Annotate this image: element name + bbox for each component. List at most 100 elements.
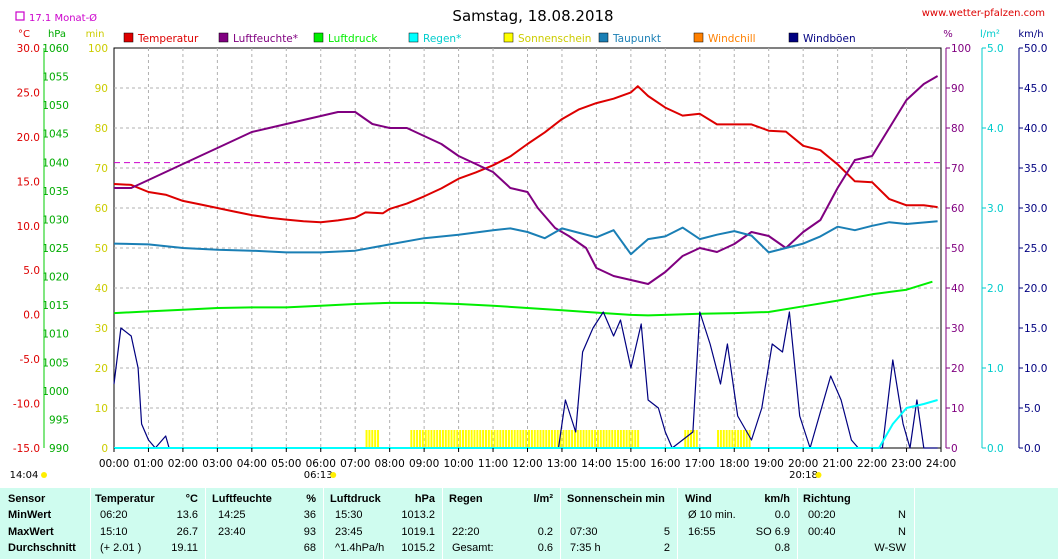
sunshine-bar xyxy=(579,430,582,448)
sunshine-bar xyxy=(739,430,742,448)
sunshine-bar xyxy=(450,430,453,448)
table-header-temp-unit: °C xyxy=(185,493,198,505)
table-divider xyxy=(323,488,324,559)
table-row-label: MinWert xyxy=(8,509,52,521)
temperature-tick-label: 25.0 xyxy=(17,87,40,99)
sun-icon xyxy=(330,472,337,478)
sunshine-bar xyxy=(576,430,579,448)
pressure-tick-label: 1055 xyxy=(42,72,69,84)
humidity-unit-label: % xyxy=(943,29,953,40)
sunshine-tick-label: 10 xyxy=(95,403,108,415)
humidity-tick-label: 90 xyxy=(951,83,964,95)
sunshine-bar xyxy=(427,430,430,448)
temp-value: 26.7 xyxy=(176,526,198,538)
table-header-direction: Richtung xyxy=(803,493,851,505)
sunshine-bar xyxy=(591,430,594,448)
sun-value: 2 xyxy=(663,542,670,554)
hum-time: 14:25 xyxy=(218,509,246,521)
temp-time: 15:10 xyxy=(100,526,128,538)
temperature-tick-label: -5.0 xyxy=(20,354,41,366)
sun-time: 07:30 xyxy=(570,526,598,538)
sunshine-bar xyxy=(496,430,499,448)
humidity-tick-label: 40 xyxy=(951,283,964,295)
sunshine-bar xyxy=(470,430,473,448)
wind-tick-label: 5.0 xyxy=(1024,403,1041,415)
sunshine-bar xyxy=(421,430,424,448)
series-temperatur xyxy=(113,85,938,224)
sunshine-bar xyxy=(608,430,611,448)
rain-time: 22:20 xyxy=(452,526,480,538)
wind-tick-label: 20.0 xyxy=(1024,283,1047,295)
wind-tick-label: 15.0 xyxy=(1024,323,1047,335)
legend-label: Sonnenschein xyxy=(518,33,591,45)
temperature-tick-label: 0.0 xyxy=(23,310,40,322)
pressure-tick-label: 1000 xyxy=(42,386,69,398)
sunshine-bar xyxy=(548,430,551,448)
monthly-avg-icon xyxy=(15,11,25,21)
sunshine-bar xyxy=(516,430,519,448)
x-annotation-label: 06:13 xyxy=(304,470,333,481)
x-tick-label: 14:00 xyxy=(581,458,611,470)
sunshine-bar xyxy=(513,430,516,448)
sunshine-bar xyxy=(631,430,634,448)
sunshine-tick-label: 70 xyxy=(95,163,108,175)
x-tick-label: 11:00 xyxy=(478,458,508,470)
pressure-tick-label: 1050 xyxy=(42,100,69,112)
humidity-tick-label: 70 xyxy=(951,163,964,175)
sunshine-bar xyxy=(717,430,720,448)
x-tick-label: 12:00 xyxy=(512,458,542,470)
sunshine-bar xyxy=(562,430,565,448)
rain-value: 0.2 xyxy=(537,526,553,538)
sunshine-bar xyxy=(614,430,617,448)
legend-label: Windböen xyxy=(803,33,856,45)
x-tick-label: 05:00 xyxy=(271,458,301,470)
sunshine-bar xyxy=(453,430,456,448)
sunshine-tick-label: 40 xyxy=(95,283,108,295)
humidity-tick-label: 60 xyxy=(951,203,964,215)
sunshine-bar xyxy=(467,430,470,448)
x-tick-label: 17:00 xyxy=(685,458,715,470)
sunshine-bar xyxy=(728,430,731,448)
rain-tick-label: 4.0 xyxy=(987,123,1004,135)
press-time: ^1.4hPa/h xyxy=(335,542,385,554)
pressure-tick-label: 1040 xyxy=(42,157,69,169)
pressure-tick-label: 1020 xyxy=(42,272,69,284)
sunshine-bar xyxy=(734,430,737,448)
pressure-tick-label: 995 xyxy=(49,414,69,426)
table-header-sensor: Sensor xyxy=(8,493,46,505)
sunshine-tick-label: 100 xyxy=(88,43,108,55)
x-tick-label: 23:00 xyxy=(891,458,921,470)
temp-value: 13.6 xyxy=(176,509,198,521)
pressure-tick-label: 1045 xyxy=(42,129,69,141)
sunshine-bar xyxy=(731,430,734,448)
series-windben xyxy=(113,311,938,449)
wind-tick-label: 40.0 xyxy=(1024,123,1047,135)
pressure-tick-label: 1025 xyxy=(42,243,69,255)
table-divider xyxy=(560,488,561,559)
pressure-tick-label: 990 xyxy=(49,443,69,455)
sun-icon xyxy=(815,472,822,478)
rain-time: Gesamt: xyxy=(452,542,494,554)
x-tick-label: 13:00 xyxy=(547,458,577,470)
wind-label: Ø 10 min. xyxy=(688,509,736,521)
sunshine-bar xyxy=(692,430,695,448)
series-taupunkt xyxy=(113,220,938,256)
sunshine-bar xyxy=(416,430,419,448)
sunshine-bar xyxy=(525,430,528,448)
sunshine-bar xyxy=(436,430,439,448)
table-header-rain: Regen xyxy=(449,493,483,505)
rain-tick-label: 0.0 xyxy=(987,443,1004,455)
press-time: 15:30 xyxy=(335,509,363,521)
monthly-avg-label: 17.1 Monat-Ø xyxy=(29,12,97,24)
humidity-tick-label: 0 xyxy=(951,443,958,455)
wind-tick-label: 0.0 xyxy=(1024,443,1041,455)
x-tick-label: 16:00 xyxy=(650,458,680,470)
sunshine-bar xyxy=(568,430,571,448)
humidity-tick-label: 10 xyxy=(951,403,964,415)
dir-value: N xyxy=(898,526,906,538)
x-tick-label: 07:00 xyxy=(340,458,370,470)
wind-value: 0.0 xyxy=(774,509,790,521)
wind-tick-label: 10.0 xyxy=(1024,363,1047,375)
sun-time: 7:35 h xyxy=(570,542,601,554)
sunshine-bar xyxy=(507,430,510,448)
